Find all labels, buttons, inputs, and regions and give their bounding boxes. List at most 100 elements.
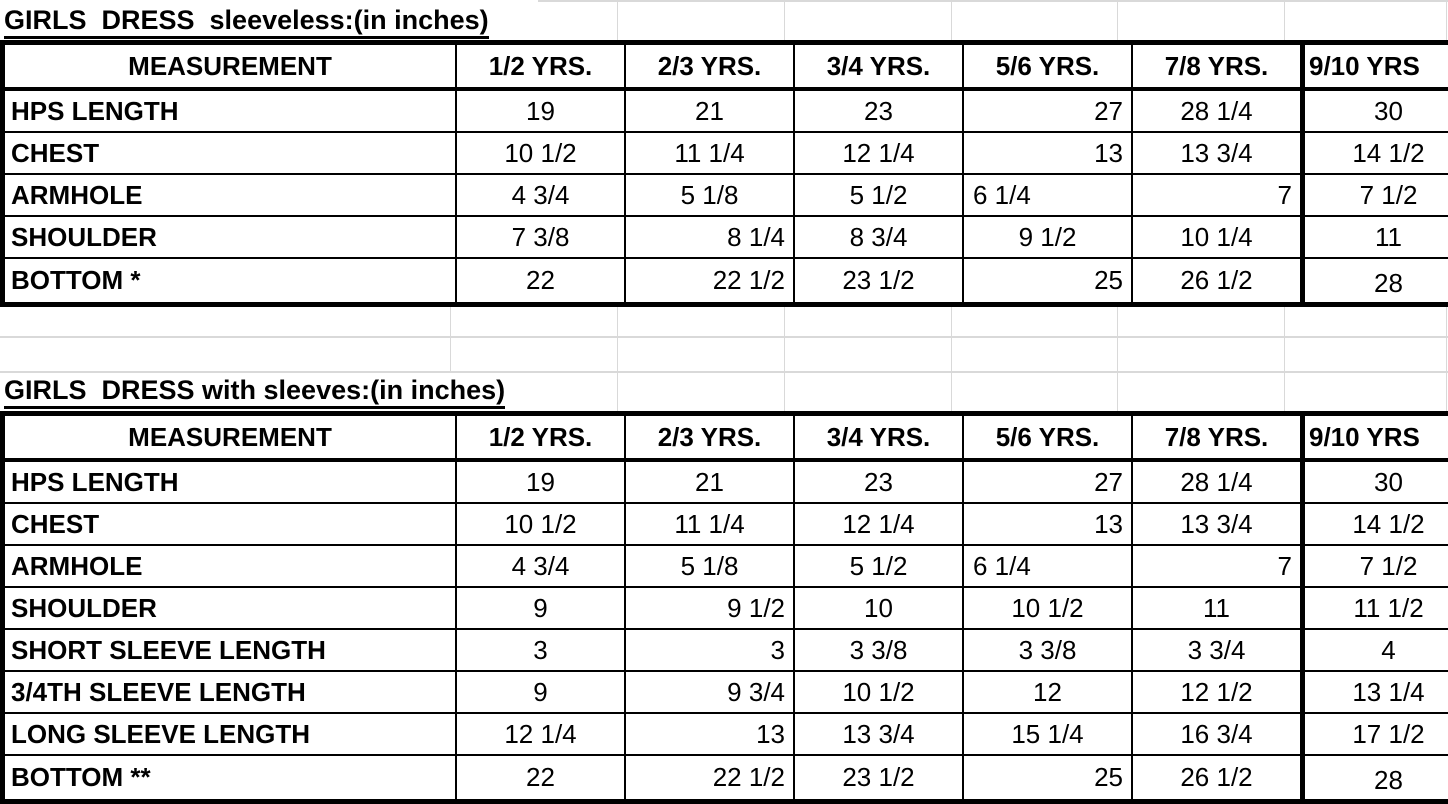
gridline [450,304,451,371]
gridline [1284,304,1285,411]
measurement-value: 19 [456,460,625,503]
gridline [1117,304,1118,411]
size-column-header: 5/6 YRS. [963,43,1132,90]
measurement-value: 5 1/8 [625,174,794,216]
gridline [617,0,618,40]
measurement-value: 30 [1303,89,1448,132]
measurement-value: 23 [794,89,963,132]
measurement-value: 13 3/4 [794,713,963,755]
measurement-value: 15 1/4 [963,713,1132,755]
measurement-value: 12 1/4 [794,503,963,545]
measurement-value: 7 [1132,545,1303,587]
measurement-value: 4 3/4 [456,174,625,216]
measurement-value: 13 [625,713,794,755]
measurement-value: 9 [456,671,625,713]
measurement-value: 11 [1132,587,1303,629]
measurement-value: 3 3/4 [1132,629,1303,671]
gridline [617,304,618,411]
row-label: BOTTOM ** [3,755,457,802]
measurement-value: 28 [1303,755,1448,802]
size-column-header: 1/2 YRS. [456,414,625,461]
measurement-value: 12 1/4 [456,713,625,755]
size-column-header: 7/8 YRS. [1132,414,1303,461]
measurement-value: 16 3/4 [1132,713,1303,755]
gridline [1446,304,1447,411]
measurement-value: 22 [456,258,625,305]
measurement-value: 14 1/2 [1303,132,1448,174]
gridline [1446,0,1447,40]
measurement-value: 23 1/2 [794,755,963,802]
row-label: HPS LENGTH [3,460,457,503]
measurement-value: 25 [963,258,1132,305]
measurement-value: 3 3/8 [963,629,1132,671]
measurement-value: 10 [794,587,963,629]
measurement-value: 9 1/2 [625,587,794,629]
measurement-value: 19 [456,89,625,132]
measurement-value: 27 [963,89,1132,132]
sleeveless-chart-title: GIRLS DRESS sleeveless:(in inches) [4,3,489,37]
measurement-value: 5 1/8 [625,545,794,587]
gridline [951,304,952,411]
measurement-value: 21 [625,460,794,503]
measurement-value: 26 1/2 [1132,258,1303,305]
gridline [784,0,785,40]
measurement-value: 9 1/2 [963,216,1132,258]
row-label: LONG SLEEVE LENGTH [3,713,457,755]
with-sleeves-chart-title: GIRLS DRESS with sleeves:(in inches) [4,373,505,407]
size-column-header: 3/4 YRS. [794,414,963,461]
measurement-value: 6 1/4 [963,174,1132,216]
row-label: 3/4TH SLEEVE LENGTH [3,671,457,713]
measurement-value: 28 1/4 [1132,89,1303,132]
measurement-value: 13 3/4 [1132,503,1303,545]
gridline [1284,0,1285,40]
measurement-value: 26 1/2 [1132,755,1303,802]
row-label: CHEST [3,132,457,174]
size-column-header: 2/3 YRS. [625,414,794,461]
measurement-value: 21 [625,89,794,132]
measurement-value: 10 1/2 [456,503,625,545]
gridline [538,0,1448,2]
gridline [0,336,1448,338]
measurement-value: 9 3/4 [625,671,794,713]
measurement-value: 10 1/4 [1132,216,1303,258]
measurement-value: 23 [794,460,963,503]
measurement-column-header: MEASUREMENT [3,414,457,461]
measurement-value: 10 1/2 [963,587,1132,629]
row-label: SHOULDER [3,587,457,629]
size-column-header: 3/4 YRS. [794,43,963,90]
measurement-value: 11 [1303,216,1448,258]
row-label: HPS LENGTH [3,89,457,132]
measurement-value: 30 [1303,460,1448,503]
gridline [784,304,785,411]
measurement-value: 3 [625,629,794,671]
measurement-value: 8 1/4 [625,216,794,258]
measurement-value: 4 [1303,629,1448,671]
measurement-value: 7 1/2 [1303,545,1448,587]
measurement-value: 22 1/2 [625,755,794,802]
row-label: SHORT SLEEVE LENGTH [3,629,457,671]
measurement-value: 25 [963,755,1132,802]
measurement-value: 6 1/4 [963,545,1132,587]
measurement-value: 3 [456,629,625,671]
measurement-value: 10 1/2 [794,671,963,713]
measurement-value: 12 1/2 [1132,671,1303,713]
row-label: BOTTOM * [3,258,457,305]
measurement-column-header: MEASUREMENT [3,43,457,90]
row-label: ARMHOLE [3,545,457,587]
size-column-header: 9/10 YRS [1303,43,1448,90]
measurement-value: 8 3/4 [794,216,963,258]
size-column-header: 1/2 YRS. [456,43,625,90]
measurement-value: 27 [963,460,1132,503]
measurement-value: 23 1/2 [794,258,963,305]
measurement-value: 13 [963,132,1132,174]
